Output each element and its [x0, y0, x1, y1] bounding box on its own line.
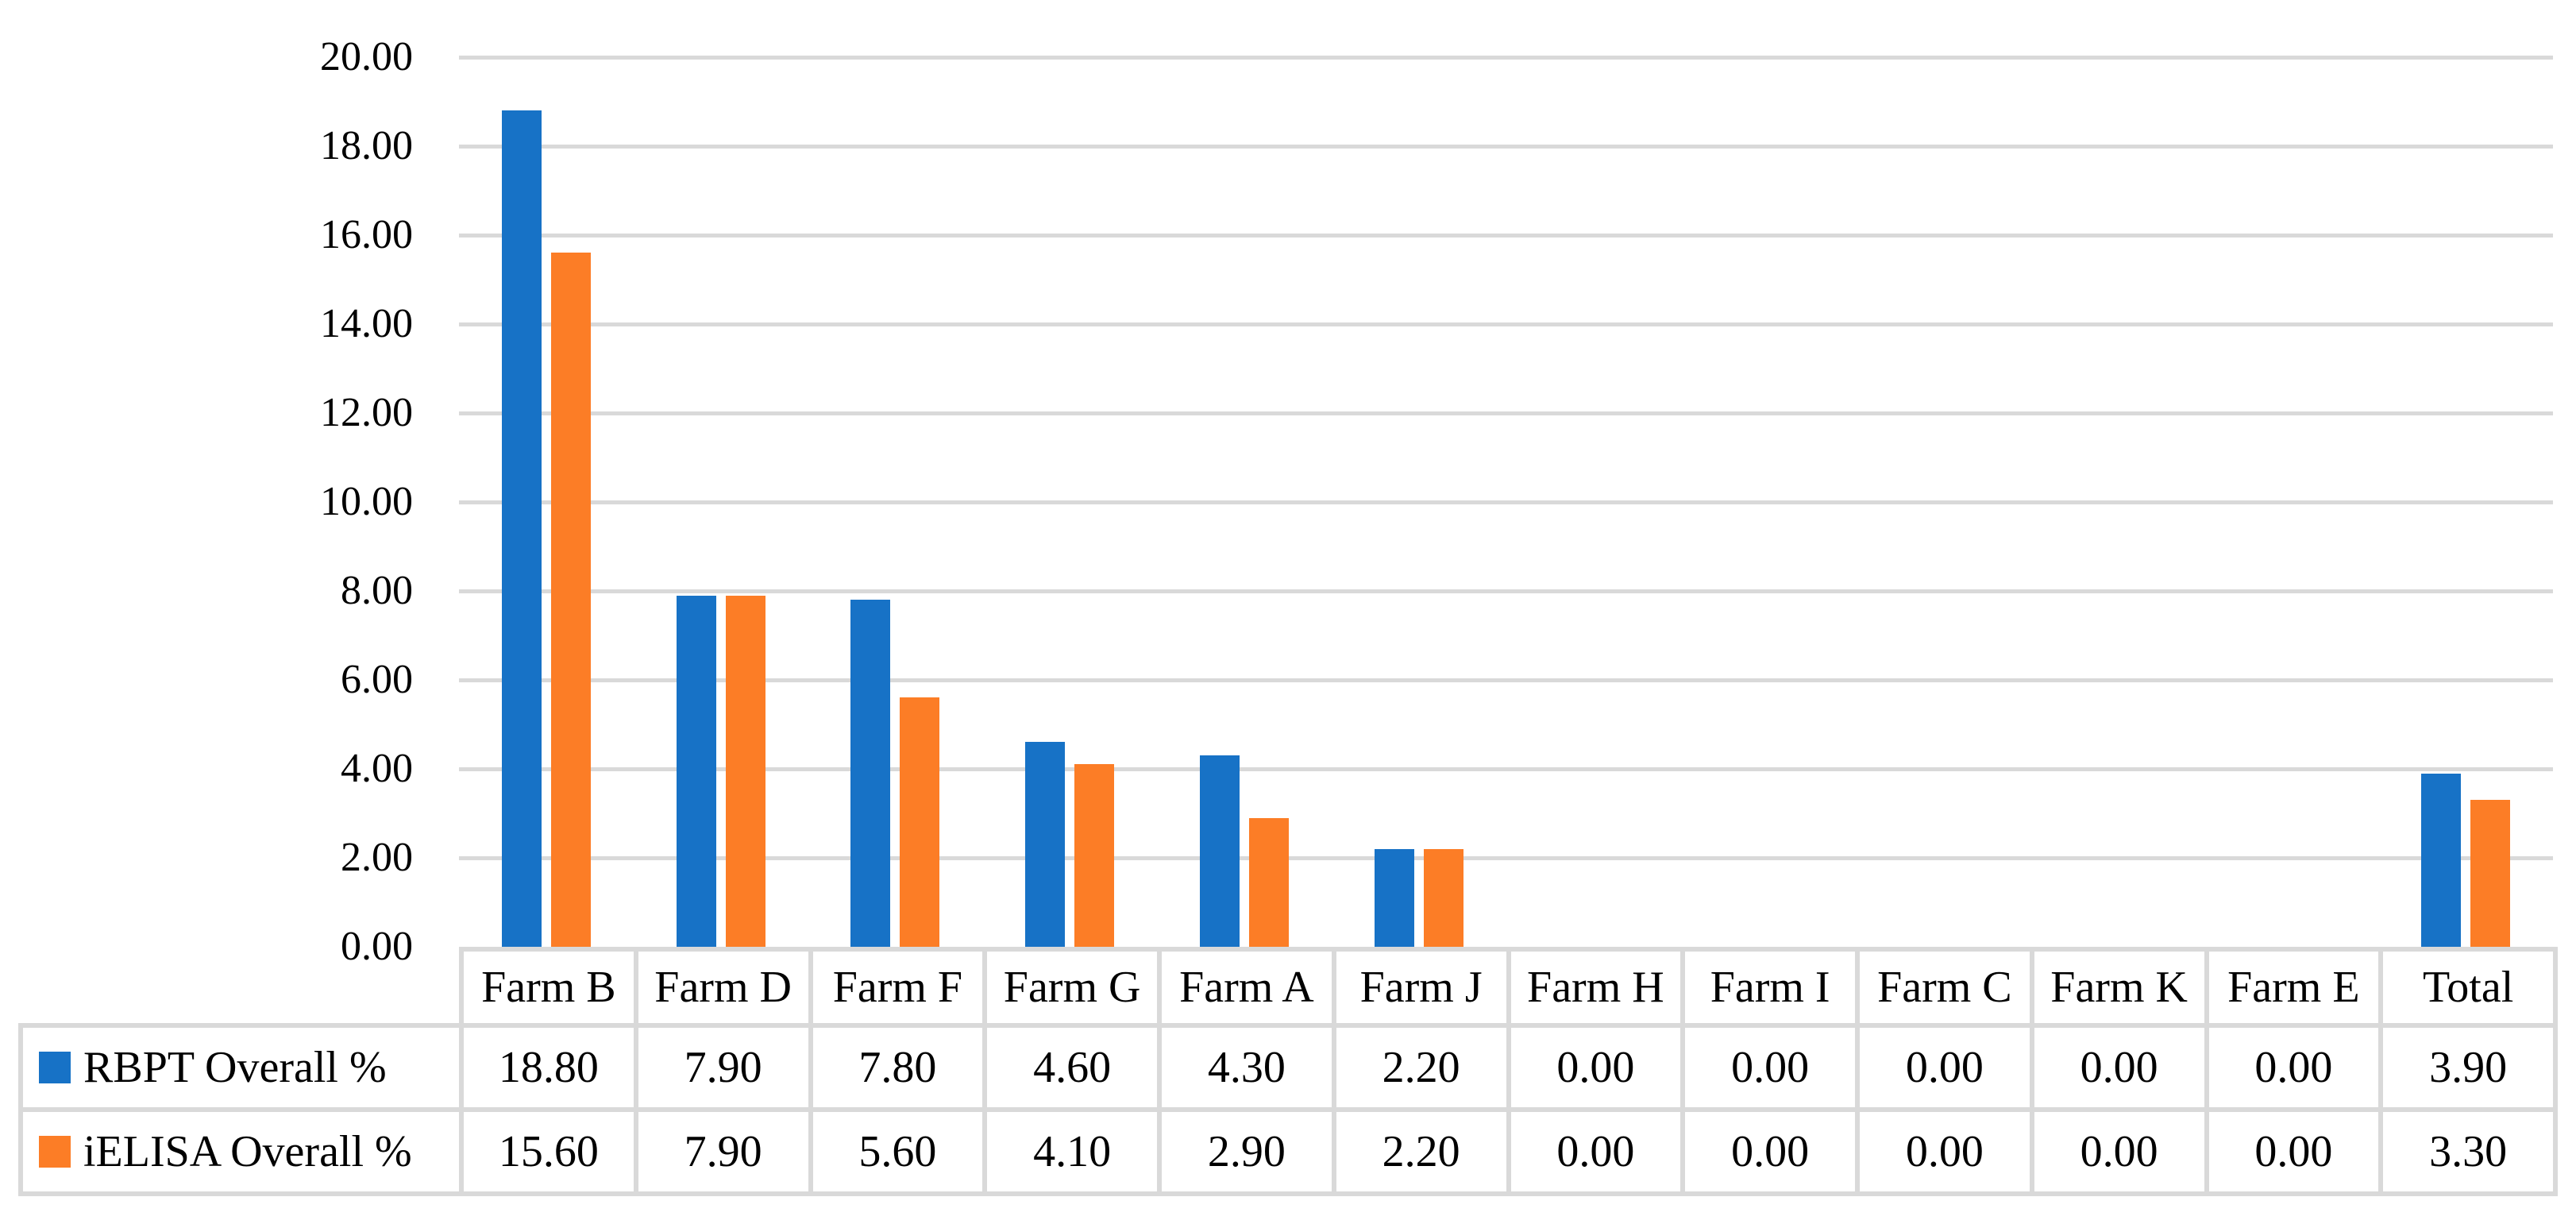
header-cell-farm-j: Farm J: [1331, 947, 1511, 1028]
value-cell-rbpt-overall-total: 3.90: [2378, 1023, 2558, 1112]
bar-rbpt-total: [2421, 773, 2462, 947]
value-cell-rbpt-overall-farm-c: 0.00: [1855, 1023, 2034, 1112]
bar-rbpt-farm-f: [850, 600, 891, 947]
bar-ielisa-farm-d: [725, 595, 765, 947]
bar-rbpt-farm-j: [1374, 848, 1414, 947]
y-tick-label-8.00: 8.00: [341, 568, 413, 613]
bar-rbpt-farm-a: [1199, 755, 1240, 947]
y-tick-label-12.00: 12.00: [320, 390, 413, 435]
gridline-12.00: [459, 411, 2553, 415]
row-label-text: iELISA Overall %: [83, 1127, 412, 1176]
bar-rbpt-farm-g: [1025, 742, 1066, 947]
value-cell-ielisa-overall-farm-g: 4.10: [982, 1107, 1162, 1196]
gridline-4.00: [459, 766, 2553, 771]
gridline-14.00: [459, 322, 2553, 326]
y-tick-label-18.00: 18.00: [320, 123, 413, 168]
gridline-10.00: [459, 500, 2553, 504]
y-tick-label-2.00: 2.00: [341, 835, 413, 880]
gridline-2.00: [459, 855, 2553, 860]
legend-swatch-ielisa-overall: [39, 1136, 71, 1168]
value-cell-ielisa-overall-farm-k: 0.00: [2029, 1107, 2209, 1196]
bar-ielisa-farm-j: [1423, 848, 1463, 947]
gridline-8.00: [459, 589, 2553, 593]
legend-swatch-rbpt-overall: [39, 1052, 71, 1083]
y-tick-label-4.00: 4.00: [341, 746, 413, 791]
value-cell-rbpt-overall-farm-j: 2.20: [1331, 1023, 1511, 1112]
y-tick-label-20.00: 20.00: [320, 34, 413, 79]
value-cell-ielisa-overall-farm-c: 0.00: [1855, 1107, 2034, 1196]
value-cell-ielisa-overall-farm-e: 0.00: [2204, 1107, 2384, 1196]
value-cell-rbpt-overall-farm-h: 0.00: [1506, 1023, 1686, 1112]
header-cell-farm-a: Farm A: [1157, 947, 1336, 1028]
value-cell-rbpt-overall-farm-k: 0.00: [2029, 1023, 2209, 1112]
value-cell-rbpt-overall-farm-d: 7.90: [633, 1023, 813, 1112]
row-label-text: RBPT Overall %: [83, 1043, 387, 1092]
gridline-16.00: [459, 233, 2553, 237]
header-cell-farm-h: Farm H: [1506, 947, 1686, 1028]
header-cell-farm-f: Farm F: [808, 947, 988, 1028]
y-tick-label-6.00: 6.00: [341, 657, 413, 702]
value-cell-rbpt-overall-farm-g: 4.60: [982, 1023, 1162, 1112]
y-tick-label-10.00: 10.00: [320, 479, 413, 524]
value-cell-rbpt-overall-farm-a: 4.30: [1157, 1023, 1336, 1112]
bar-ielisa-total: [2470, 800, 2511, 947]
header-cell-farm-c: Farm C: [1855, 947, 2034, 1028]
value-cell-ielisa-overall-farm-b: 15.60: [459, 1107, 638, 1196]
y-tick-label-16.00: 16.00: [320, 212, 413, 257]
bar-ielisa-farm-b: [550, 253, 591, 947]
gridline-20.00: [459, 55, 2553, 60]
bar-rbpt-farm-d: [676, 595, 716, 947]
y-tick-label-14.00: 14.00: [320, 301, 413, 346]
row-label-rbpt-overall: RBPT Overall %: [18, 1023, 464, 1112]
header-cell-farm-d: Farm D: [633, 947, 813, 1028]
value-cell-ielisa-overall-farm-d: 7.90: [633, 1107, 813, 1196]
value-cell-ielisa-overall-farm-i: 0.00: [1680, 1107, 1860, 1196]
header-cell-farm-k: Farm K: [2029, 947, 2209, 1028]
header-cell-farm-g: Farm G: [982, 947, 1162, 1028]
gridline-18.00: [459, 144, 2553, 149]
bar-ielisa-farm-a: [1248, 817, 1289, 947]
value-cell-rbpt-overall-farm-e: 0.00: [2204, 1023, 2384, 1112]
value-cell-rbpt-overall-farm-i: 0.00: [1680, 1023, 1860, 1112]
y-tick-label-0.00: 0.00: [341, 924, 413, 969]
value-cell-ielisa-overall-farm-a: 2.90: [1157, 1107, 1336, 1196]
bar-rbpt-farm-b: [501, 110, 542, 947]
header-cell-farm-i: Farm I: [1680, 947, 1860, 1028]
value-cell-ielisa-overall-farm-h: 0.00: [1506, 1107, 1686, 1196]
bar-ielisa-farm-f: [900, 697, 940, 947]
row-label-ielisa-overall: iELISA Overall %: [18, 1107, 464, 1196]
value-cell-rbpt-overall-farm-b: 18.80: [459, 1023, 638, 1112]
value-cell-ielisa-overall-farm-j: 2.20: [1331, 1107, 1511, 1196]
value-cell-ielisa-overall-total: 3.30: [2378, 1107, 2558, 1196]
header-cell-total: Total: [2378, 947, 2558, 1028]
value-cell-rbpt-overall-farm-f: 7.80: [808, 1023, 988, 1112]
gridline-6.00: [459, 678, 2553, 682]
value-cell-ielisa-overall-farm-f: 5.60: [808, 1107, 988, 1196]
header-cell-farm-b: Farm B: [459, 947, 638, 1028]
header-cell-farm-e: Farm E: [2204, 947, 2384, 1028]
bar-ielisa-farm-g: [1074, 764, 1115, 947]
